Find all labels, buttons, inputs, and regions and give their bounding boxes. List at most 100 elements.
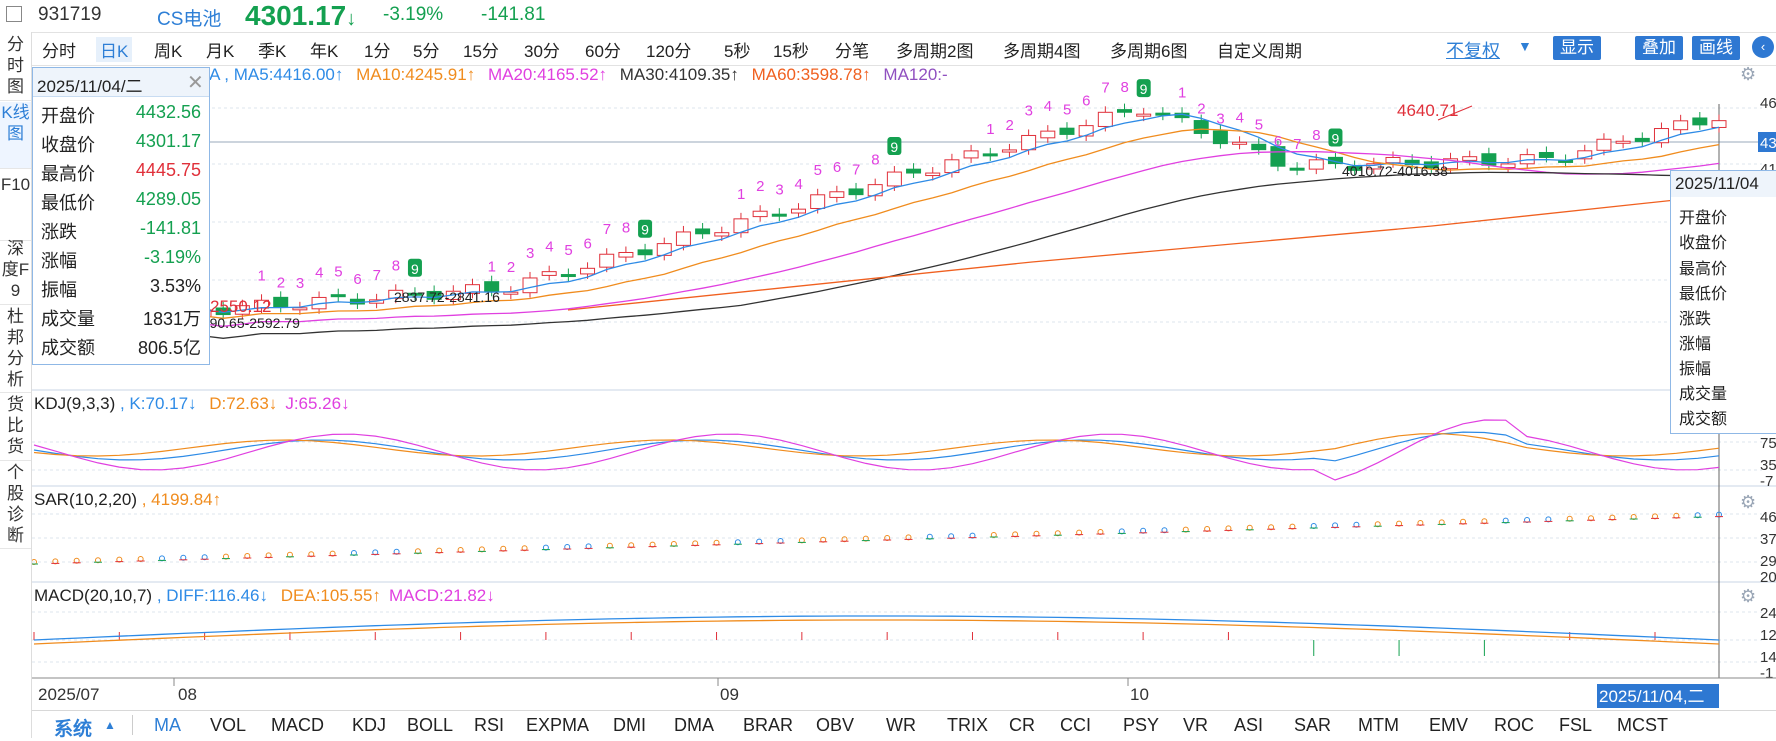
tab-emv[interactable]: EMV bbox=[1429, 715, 1469, 735]
td-number: 4 bbox=[794, 176, 802, 193]
td-number: 9 bbox=[411, 261, 419, 277]
period-1min[interactable]: 1分 bbox=[364, 42, 391, 61]
td-nine-badge bbox=[407, 258, 422, 277]
nav-depth-f9[interactable]: 深度F9 bbox=[0, 238, 31, 305]
candle-body bbox=[484, 281, 500, 292]
candle-body bbox=[848, 188, 864, 196]
stock-name[interactable]: CS电池 bbox=[157, 9, 222, 30]
td-number: 4 bbox=[1236, 109, 1244, 126]
tab-vr[interactable]: VR bbox=[1183, 715, 1209, 735]
td-number: 9 bbox=[1140, 81, 1148, 97]
tab-asi[interactable]: ASI bbox=[1234, 715, 1264, 735]
tab-dma[interactable]: DMA bbox=[674, 715, 714, 735]
candle-body bbox=[1711, 120, 1727, 128]
tab-wr[interactable]: WR bbox=[886, 715, 916, 735]
sar-dot bbox=[1438, 519, 1445, 526]
period-custom[interactable]: 自定义周期 bbox=[1217, 42, 1302, 61]
td-number: 1 bbox=[488, 258, 496, 275]
display-button[interactable]: 显示 bbox=[1553, 36, 1601, 60]
td-number: 8 bbox=[622, 219, 630, 236]
period-120min[interactable]: 120分 bbox=[646, 42, 692, 61]
adjust-select[interactable]: 不复权 bbox=[1446, 41, 1500, 61]
nav-diagnosis[interactable]: 个股诊断 bbox=[0, 462, 31, 549]
sar-dots bbox=[32, 511, 1723, 565]
period-month[interactable]: 月K bbox=[206, 42, 235, 61]
window-icon[interactable] bbox=[6, 6, 22, 22]
sar-dot bbox=[585, 543, 592, 550]
tab-mtm[interactable]: MTM bbox=[1358, 715, 1399, 735]
change-amount: -141.81 bbox=[481, 4, 546, 25]
period-quarter[interactable]: 季K bbox=[258, 42, 287, 61]
tab-dmi[interactable]: DMI bbox=[613, 715, 646, 735]
period-5min[interactable]: 5分 bbox=[413, 42, 440, 61]
candle-body bbox=[1673, 120, 1689, 131]
nav-compare[interactable]: 货比货 bbox=[0, 394, 31, 461]
candles bbox=[196, 103, 1727, 322]
svg-text:08: 08 bbox=[178, 685, 197, 704]
chevron-down-icon[interactable]: ▼ bbox=[1518, 38, 1532, 54]
tab-cr[interactable]: CR bbox=[1009, 715, 1035, 735]
tab-macd[interactable]: MACD bbox=[271, 715, 324, 735]
tab-brar[interactable]: BRAR bbox=[743, 715, 794, 735]
kdj-legend: KDJ(9,3,3) , K:70.17↓ D:72.63↓ J:65.26↓ bbox=[34, 394, 350, 413]
collapse-icon[interactable]: ‹ bbox=[1752, 36, 1774, 58]
period-multi4[interactable]: 多周期4图 bbox=[1003, 42, 1081, 61]
candle-body bbox=[867, 184, 883, 197]
tab-rsi[interactable]: RSI bbox=[474, 715, 505, 735]
period-tick[interactable]: 分笔 bbox=[835, 42, 869, 61]
tab-psy[interactable]: PSY bbox=[1123, 715, 1160, 735]
draw-button[interactable]: 画线 bbox=[1692, 36, 1740, 60]
gear-icons[interactable]: ⚙ ⚙ ⚙ bbox=[1740, 66, 1756, 606]
period-day[interactable]: 日K bbox=[96, 37, 133, 62]
period-multi2[interactable]: 多周期2图 bbox=[896, 42, 974, 61]
candle-body bbox=[1289, 167, 1305, 171]
period-5sec[interactable]: 5秒 bbox=[724, 42, 751, 61]
period-multi6[interactable]: 多周期6图 bbox=[1110, 42, 1188, 61]
td-number: 7 bbox=[1293, 136, 1301, 153]
td-number: 7 bbox=[1101, 79, 1109, 96]
period-week[interactable]: 周K bbox=[154, 42, 183, 61]
tab-kdj[interactable]: KDJ bbox=[352, 715, 387, 735]
candle-body bbox=[1136, 113, 1152, 117]
period-60min[interactable]: 60分 bbox=[585, 42, 621, 61]
td-number: 8 bbox=[392, 257, 400, 274]
tab-boll[interactable]: BOLL bbox=[407, 715, 454, 735]
tab-roc[interactable]: ROC bbox=[1494, 715, 1534, 735]
tab-ma[interactable]: MA bbox=[154, 715, 181, 735]
tab-cci[interactable]: CCI bbox=[1060, 715, 1091, 735]
tab-sar[interactable]: SAR bbox=[1294, 715, 1332, 735]
td-number: 3 bbox=[1216, 111, 1224, 128]
range-annotation-3: 4010.72-4016.38 bbox=[1342, 163, 1448, 179]
nav-f10[interactable]: F10 bbox=[0, 170, 31, 241]
tab-trix[interactable]: TRIX bbox=[947, 715, 989, 735]
nav-timeshare[interactable]: 分时图 bbox=[0, 34, 31, 101]
tab-mcst[interactable]: MCST bbox=[1617, 715, 1668, 735]
chevron-up-icon[interactable]: ▲ bbox=[104, 718, 116, 732]
period-15sec[interactable]: 15秒 bbox=[773, 42, 809, 61]
tab-vol[interactable]: VOL bbox=[210, 715, 247, 735]
nav-kline[interactable]: K线图 bbox=[0, 102, 31, 169]
period-30min[interactable]: 30分 bbox=[524, 42, 560, 61]
nav-dupont[interactable]: 杜邦分析 bbox=[0, 306, 31, 393]
tab-expma[interactable]: EXPMA bbox=[526, 715, 590, 735]
period-year[interactable]: 年K bbox=[310, 42, 339, 61]
kdj-lines bbox=[33, 419, 1720, 481]
candle-body bbox=[1577, 150, 1593, 160]
tab-fsl[interactable]: FSL bbox=[1559, 715, 1593, 735]
period-timeshare[interactable]: 分时 bbox=[42, 42, 76, 61]
overlay-button[interactable]: 叠加 bbox=[1635, 36, 1683, 60]
candle-body bbox=[1232, 141, 1248, 145]
candle-body bbox=[1117, 109, 1133, 113]
sar-dot bbox=[905, 534, 912, 541]
sar-dot bbox=[1545, 516, 1552, 523]
candle-body bbox=[1347, 165, 1363, 171]
close-icon[interactable]: ✕ bbox=[187, 72, 204, 94]
sar-legend: SAR(10,2,20) , 4199.84↑ bbox=[34, 490, 221, 509]
tab-obv[interactable]: OBV bbox=[816, 715, 855, 735]
high-annotation: 4640.71 bbox=[1397, 101, 1458, 120]
td-number: 6 bbox=[584, 235, 592, 252]
system-tab[interactable]: 系统 bbox=[54, 719, 93, 740]
period-15min[interactable]: 15分 bbox=[463, 42, 499, 61]
candle-body bbox=[656, 243, 672, 256]
